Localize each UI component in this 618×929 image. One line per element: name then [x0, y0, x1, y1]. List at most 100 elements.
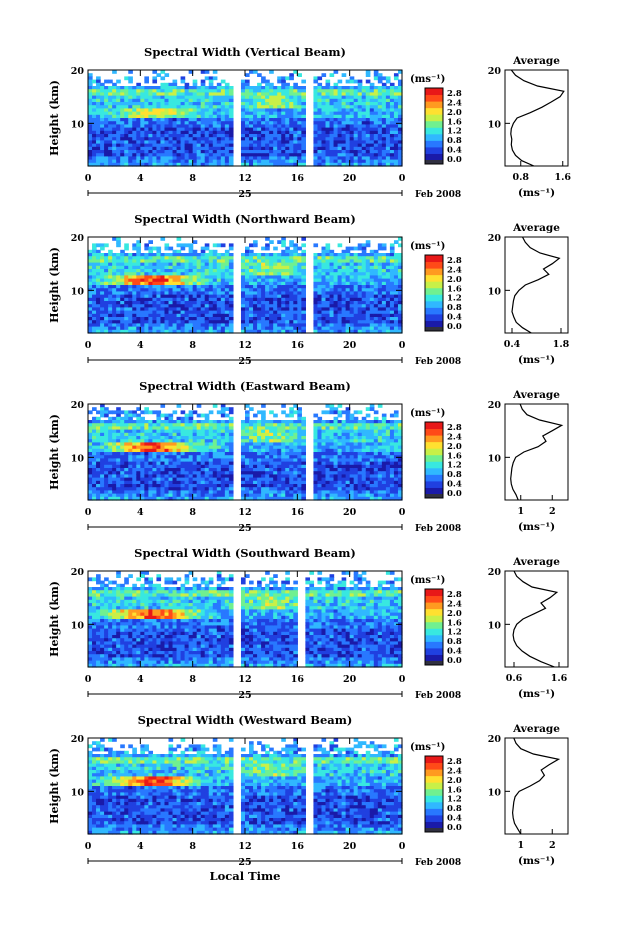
heatmap-cell: [136, 114, 141, 119]
heatmap-cell: [92, 307, 97, 312]
heatmap-cell: [265, 137, 270, 141]
heatmap-cell: [144, 108, 149, 113]
heatmap-cell: [216, 89, 222, 93]
heatmap-cell: [120, 259, 125, 264]
heatmap-cell: [345, 127, 351, 132]
heatmap-cell: [108, 105, 113, 109]
heatmap-cell: [100, 323, 105, 328]
heatmap-cell: [361, 105, 367, 109]
heatmap-cell: [160, 162, 166, 167]
heatmap-cell: [297, 73, 302, 77]
heatmap-cell: [100, 140, 105, 145]
heatmap-cell: [377, 143, 383, 148]
heatmap-cell: [224, 121, 230, 125]
heatmap-cell: [96, 272, 101, 276]
heatmap-cell: [361, 86, 367, 90]
heatmap-cell: [285, 162, 290, 167]
heatmap-cell: [321, 143, 327, 148]
heatmap-cell: [224, 134, 230, 138]
heatmap-cell: [220, 243, 226, 248]
heatmap-cell: [136, 124, 141, 129]
heatmap-cell: [184, 146, 190, 151]
heatmap-cell: [357, 86, 363, 90]
heatmap-cell: [249, 95, 254, 100]
heatmap-cell: [317, 118, 323, 122]
heatmap-cell: [325, 108, 331, 113]
heatmap-cell: [253, 146, 258, 151]
heatmap-cell: [325, 98, 331, 103]
heatmap-cell: [397, 111, 403, 116]
heatmap-cell: [349, 134, 355, 138]
heatmap-cell: [341, 105, 347, 109]
heatmap-cell: [381, 114, 387, 119]
heatmap-cell: [104, 105, 109, 109]
heatmap-cell: [361, 159, 367, 164]
heatmap-cell: [377, 114, 383, 119]
heatmap-cell: [112, 95, 117, 100]
heatmap-cell: [96, 304, 101, 308]
heatmap-cell: [337, 140, 343, 145]
heatmap-cell: [321, 92, 327, 97]
heatmap-cell: [88, 323, 93, 328]
x-tick-label: 20: [343, 340, 357, 351]
heatmap-cell: [88, 310, 93, 315]
heatmap-cell: [120, 162, 125, 167]
heatmap-cell: [196, 108, 202, 113]
heatmap-cell: [289, 153, 294, 157]
heatmap-cell: [212, 404, 218, 408]
heatmap-cell: [108, 146, 113, 151]
heatmap-cell: [156, 130, 162, 135]
heatmap-cell: [325, 79, 331, 84]
heatmap-cell: [277, 140, 282, 145]
profile-title: Average: [512, 55, 560, 67]
heatmap-cell: [257, 134, 262, 138]
heatmap-cell: [208, 140, 214, 145]
heatmap-cell: [325, 86, 331, 90]
heatmap-cell: [212, 111, 218, 116]
heatmap-cell: [337, 108, 343, 113]
heatmap-cell: [148, 240, 154, 244]
heatmap-cell: [397, 143, 403, 148]
heatmap-cell: [112, 326, 117, 331]
heatmap-cell: [349, 130, 355, 135]
heatmap-cell: [240, 118, 246, 122]
heatmap-cell: [148, 124, 154, 129]
heatmap-cell: [369, 140, 375, 145]
heatmap-cell: [301, 153, 306, 157]
heatmap-cell: [285, 137, 290, 141]
heatmap-cell: [273, 86, 278, 90]
heatmap-cell: [104, 159, 109, 164]
heatmap-cell: [245, 156, 250, 161]
heatmap-cell: [369, 82, 375, 87]
heatmap-cell: [381, 134, 387, 138]
heatmap-cell: [301, 127, 306, 132]
heatmap-cell: [160, 98, 166, 103]
heatmap-cell: [172, 111, 178, 116]
heatmap-cell: [124, 92, 129, 97]
heatmap-cell: [285, 76, 290, 81]
heatmap-cell: [116, 140, 121, 145]
heatmap-cell: [265, 95, 270, 100]
heatmap-cell: [152, 140, 158, 145]
heatmap-cell: [313, 140, 319, 145]
heatmap-cell: [361, 124, 367, 129]
heatmap-cell: [337, 137, 343, 141]
heatmap-cell: [112, 256, 117, 260]
heatmap-cell: [397, 140, 403, 145]
heatmap-cell: [92, 137, 97, 141]
heatmap-cell: [88, 86, 93, 90]
heatmap-cell: [100, 278, 105, 283]
heatmap-cell: [212, 137, 218, 141]
heatmap-cell: [385, 121, 391, 125]
heatmap-cell: [112, 92, 117, 97]
heatmap-cell: [240, 98, 246, 103]
heatmap-cell: [124, 159, 129, 164]
heatmap-cell: [345, 159, 351, 164]
heatmap-cell: [212, 140, 218, 145]
colorbar-swatch: [425, 287, 443, 295]
heatmap-cell: [168, 140, 174, 145]
heatmap-cell: [285, 111, 290, 116]
heatmap-cell: [220, 86, 226, 90]
heatmap-cell: [293, 111, 298, 116]
heatmap-cell: [321, 89, 327, 93]
